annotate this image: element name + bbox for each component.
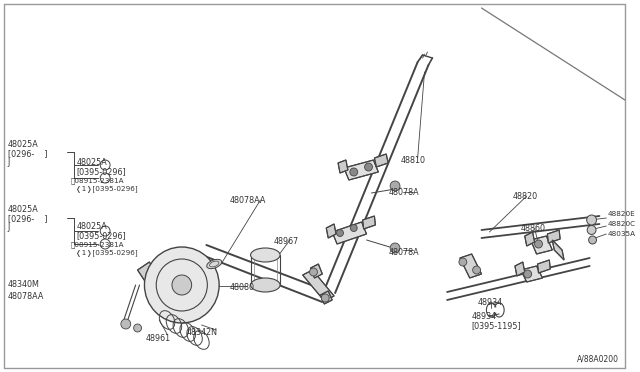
Text: [0296-    ]: [0296- ] xyxy=(8,214,47,223)
Circle shape xyxy=(172,275,191,295)
Circle shape xyxy=(350,224,357,231)
Circle shape xyxy=(473,266,481,274)
Text: 48860: 48860 xyxy=(521,224,546,233)
Text: 48810: 48810 xyxy=(401,156,426,165)
Circle shape xyxy=(310,268,317,276)
Text: 48025A: 48025A xyxy=(8,140,38,149)
Text: J: J xyxy=(8,223,10,232)
Polygon shape xyxy=(310,264,323,278)
Polygon shape xyxy=(344,160,378,180)
Polygon shape xyxy=(338,160,348,173)
Polygon shape xyxy=(538,260,550,273)
Ellipse shape xyxy=(251,278,280,292)
Polygon shape xyxy=(374,154,388,167)
Text: 48078A: 48078A xyxy=(388,248,419,257)
Text: [0395-1195]: [0395-1195] xyxy=(472,321,522,330)
Ellipse shape xyxy=(207,259,221,269)
Polygon shape xyxy=(303,270,334,301)
Polygon shape xyxy=(363,216,376,229)
Text: 48025A: 48025A xyxy=(77,158,108,167)
Circle shape xyxy=(121,319,131,329)
Text: 48820: 48820 xyxy=(513,192,538,201)
Polygon shape xyxy=(460,254,481,278)
Polygon shape xyxy=(552,240,564,260)
Text: 48967: 48967 xyxy=(273,237,298,246)
Circle shape xyxy=(390,243,400,253)
Text: Ⓦ08915-2381A: Ⓦ08915-2381A xyxy=(71,177,124,184)
Text: 48342N: 48342N xyxy=(187,328,218,337)
Text: ❬1❭[0395-0296]: ❬1❭[0395-0296] xyxy=(71,186,138,193)
Text: ❬1❭[0395-0296]: ❬1❭[0395-0296] xyxy=(71,250,138,257)
Polygon shape xyxy=(138,262,157,282)
Polygon shape xyxy=(515,262,525,276)
Circle shape xyxy=(350,168,358,176)
Polygon shape xyxy=(332,222,367,244)
Circle shape xyxy=(390,181,400,191)
Circle shape xyxy=(321,294,329,302)
Circle shape xyxy=(587,225,596,234)
Circle shape xyxy=(589,236,596,244)
Text: 48025A: 48025A xyxy=(8,205,38,214)
Text: A/88A0200: A/88A0200 xyxy=(577,355,619,364)
Polygon shape xyxy=(321,291,332,304)
Ellipse shape xyxy=(251,248,280,262)
Circle shape xyxy=(459,258,467,266)
Polygon shape xyxy=(326,224,336,238)
Text: 48934: 48934 xyxy=(472,312,497,321)
Text: 48820C: 48820C xyxy=(607,221,636,227)
Text: J: J xyxy=(8,158,10,167)
Text: 48035A: 48035A xyxy=(607,231,636,237)
Polygon shape xyxy=(547,230,560,243)
Text: [0296-    ]: [0296- ] xyxy=(8,149,47,158)
Circle shape xyxy=(534,240,543,248)
Text: 48961: 48961 xyxy=(145,334,171,343)
Text: 48078A: 48078A xyxy=(388,188,419,197)
Polygon shape xyxy=(521,266,543,282)
Text: 48080: 48080 xyxy=(230,283,255,292)
Text: Ⓦ08915-2381A: Ⓦ08915-2381A xyxy=(71,241,124,248)
Text: 48820E: 48820E xyxy=(607,211,635,217)
Text: 48025A: 48025A xyxy=(77,222,108,231)
Text: [0395-0296]: [0395-0296] xyxy=(77,231,127,240)
Text: 48934: 48934 xyxy=(477,298,502,307)
Polygon shape xyxy=(525,232,534,246)
Circle shape xyxy=(524,270,532,278)
Text: 48078AA: 48078AA xyxy=(230,196,266,205)
Circle shape xyxy=(145,247,219,323)
Text: 48340M: 48340M xyxy=(8,280,40,289)
Circle shape xyxy=(337,230,344,237)
Text: 48078AA: 48078AA xyxy=(8,292,44,301)
Text: [0395-0296]: [0395-0296] xyxy=(77,167,127,176)
Circle shape xyxy=(365,163,372,171)
Polygon shape xyxy=(531,236,552,254)
Circle shape xyxy=(134,324,141,332)
Circle shape xyxy=(587,215,596,225)
